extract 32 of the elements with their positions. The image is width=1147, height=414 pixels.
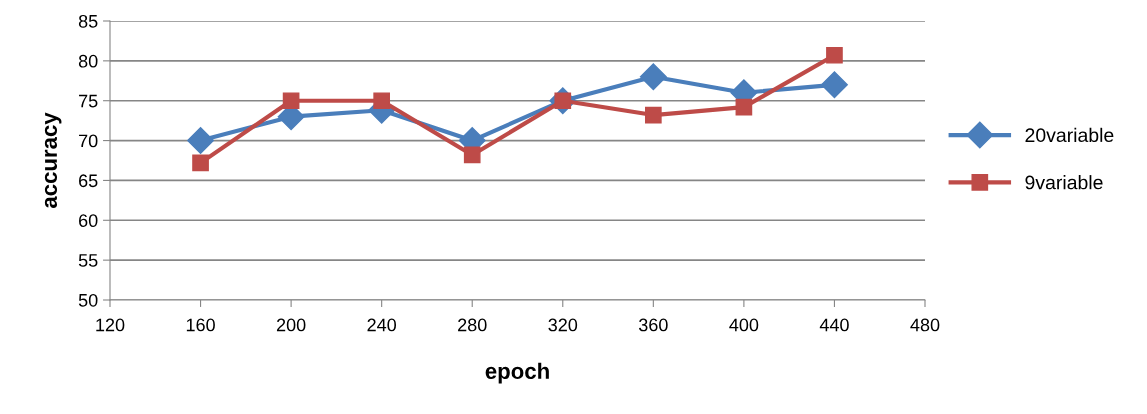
x-tick-label: 320 <box>548 318 578 332</box>
x-tick-label: 360 <box>638 318 668 332</box>
point <box>373 92 391 110</box>
point <box>826 46 843 64</box>
x-tick-label: 200 <box>276 318 306 332</box>
x-tick-label: 120 <box>96 318 125 332</box>
y-tick-label: 55 <box>78 254 98 267</box>
y-tick-label: 65 <box>79 174 98 188</box>
x-tick-label: 160 <box>186 318 215 332</box>
x-tick-label: 440 <box>819 318 849 332</box>
x-tick-label: 280 <box>458 318 487 332</box>
y-tick-label: 70 <box>79 134 98 148</box>
y-axis-title: accuracy <box>44 112 62 209</box>
y-tick-label: 50 <box>78 293 98 307</box>
x-tick-label: 400 <box>729 318 759 332</box>
point <box>463 146 481 164</box>
point <box>282 92 300 110</box>
legend-label: 20variable <box>1025 127 1114 143</box>
point <box>639 63 667 91</box>
x-tick-label: 480 <box>910 318 940 332</box>
x-axis-title: epoch <box>485 362 549 384</box>
y-tick-label: 75 <box>79 94 98 108</box>
point <box>187 127 215 155</box>
legend-label: 9variable <box>1025 175 1103 190</box>
y-tick-label: 60 <box>79 214 98 228</box>
point <box>735 98 753 116</box>
y-tick-label: 85 <box>78 14 98 28</box>
point <box>644 106 662 124</box>
x-tick-label: 240 <box>367 318 397 332</box>
point <box>820 71 848 99</box>
point <box>192 154 209 172</box>
y-tick-label: 80 <box>78 54 98 68</box>
